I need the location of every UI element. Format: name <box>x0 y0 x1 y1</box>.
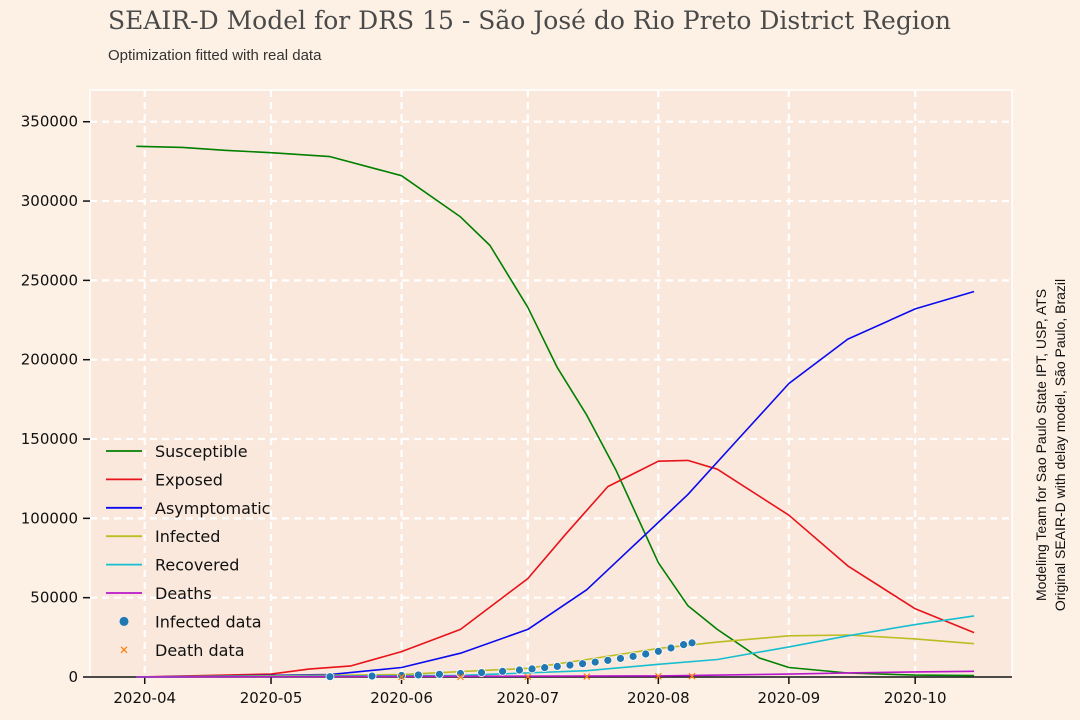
death-data-point <box>688 672 696 680</box>
infected-data-point <box>616 654 625 663</box>
legend-entry: Deaths <box>106 584 212 603</box>
credit-line: Modeling Team for Sao Paulo State IPT, U… <box>1033 289 1049 601</box>
infected-data-point <box>515 665 524 675</box>
legend-entry: Death data <box>120 641 245 660</box>
infected-data-point <box>527 664 537 674</box>
x-tick-label: 2020-10 <box>884 689 947 707</box>
death-data-point <box>583 673 591 680</box>
y-tick-label: 150000 <box>21 430 78 448</box>
legend-entry: Exposed <box>106 470 223 489</box>
infected-data-point <box>641 649 651 659</box>
legend-entry: Asymptomatic <box>106 499 270 518</box>
death-data-point <box>654 672 662 680</box>
x-tick-label: 2020-06 <box>370 689 433 707</box>
infected-data-point <box>590 657 600 667</box>
plot-area <box>89 89 1013 678</box>
legend-entry: Recovered <box>106 556 239 575</box>
legend-entry: Infected data <box>119 612 262 631</box>
series-line-deaths <box>136 670 975 678</box>
grid <box>90 90 1012 677</box>
series-line-exposed <box>136 459 975 678</box>
x-tick-label: 2020-09 <box>758 689 821 707</box>
y-tick-label: 300000 <box>21 192 78 210</box>
y-tick-label: 50000 <box>30 589 78 607</box>
legend-label: Asymptomatic <box>155 499 270 518</box>
y-tick-label: 200000 <box>21 351 78 369</box>
y-tick-label: 0 <box>68 668 78 686</box>
infected-data-point <box>653 646 663 656</box>
legend-label: Susceptible <box>155 442 248 461</box>
infected-data-point <box>565 660 575 670</box>
legend-label: Infected <box>155 527 220 546</box>
infected-data-point <box>325 672 335 682</box>
infected-data-point <box>498 666 507 676</box>
x-tick-label: 2020-05 <box>240 689 303 707</box>
legend-entry: Susceptible <box>106 442 248 461</box>
infected-data-point <box>540 663 550 673</box>
series-layer <box>136 145 975 682</box>
infected-data-point <box>413 670 423 680</box>
series-line-asymptomatic <box>136 290 975 678</box>
x-tick-label: 2020-08 <box>627 689 690 707</box>
y-tick-label: 350000 <box>21 113 78 131</box>
legend-label: Recovered <box>155 556 239 575</box>
legend-label: Exposed <box>155 470 223 489</box>
chart-subtitle: Optimization fitted with real data <box>108 47 322 64</box>
legend-entry: Infected <box>106 527 220 546</box>
legend-label: Infected data <box>155 612 262 631</box>
y-tick-label: 250000 <box>21 271 78 289</box>
y-tick-label: 100000 <box>21 509 78 527</box>
legend-swatch <box>119 616 129 626</box>
legend-label: Deaths <box>155 584 212 603</box>
infected-data-point <box>603 655 613 665</box>
death-data-point <box>398 673 405 681</box>
infected-data-point <box>552 661 562 671</box>
x-tick-label: 2020-07 <box>497 689 560 707</box>
infected-data-point <box>435 669 444 679</box>
legend: Susceptible Exposed Asymptomatic Infected Re… <box>106 442 270 660</box>
x-tick-label: 2020-04 <box>113 689 176 707</box>
credits: Modeling Team for Sao Paulo State IPT, U… <box>1033 279 1068 611</box>
legend-label: Death data <box>155 641 245 660</box>
axes: 2020-04 2020-05 2020-06 2020-07 2020-08 2020-… <box>21 113 1012 707</box>
infected-data-point <box>687 638 697 648</box>
death-data-point <box>457 673 464 681</box>
infected-data-point <box>477 668 486 677</box>
infected-data-point <box>679 640 689 650</box>
series-line-susceptible <box>136 145 975 677</box>
death-data-point <box>524 673 532 681</box>
infected-data-point <box>628 651 638 661</box>
infected-data-point <box>397 671 406 680</box>
chart-title: SEAIR-D Model for DRS 15 - São José do R… <box>108 6 951 35</box>
infected-data-point <box>666 643 676 653</box>
infected-data-point <box>578 659 587 669</box>
credit-line: Original SEAIR-D with delay model, São P… <box>1052 279 1068 611</box>
infected-data-point <box>367 671 377 681</box>
